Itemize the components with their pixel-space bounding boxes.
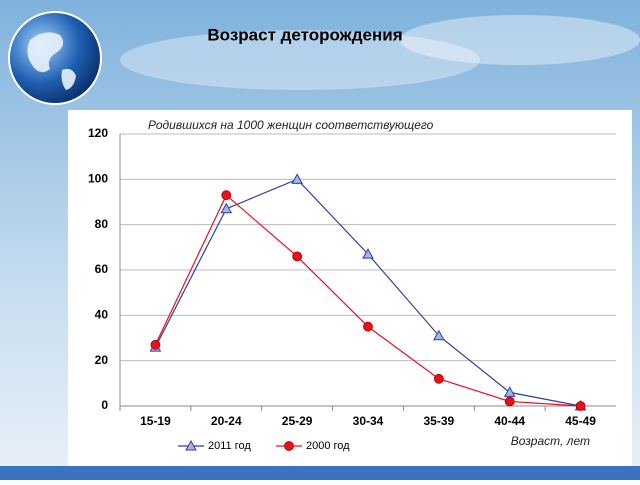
- x-axis-label: Возраст, лет: [511, 434, 590, 448]
- point: [292, 251, 303, 262]
- point: [291, 173, 303, 184]
- continents: [27, 32, 76, 90]
- content-area: [68, 110, 632, 466]
- point: [504, 396, 515, 407]
- point: [284, 441, 294, 451]
- point: [221, 190, 232, 201]
- x-tick-label: 15-19: [140, 414, 171, 428]
- point: [220, 202, 233, 214]
- x-tick-label: 40-44: [494, 414, 525, 428]
- point: [503, 386, 516, 397]
- point: [575, 401, 586, 411]
- legend-label: 2000 год: [306, 440, 350, 452]
- x-tick-label: 45-49: [565, 414, 596, 428]
- y-tick-label: 20: [95, 353, 109, 367]
- point: [185, 439, 197, 451]
- cloud: [120, 30, 480, 90]
- point: [150, 339, 161, 350]
- x-tick-label: 20-24: [211, 414, 242, 428]
- y-tick-label: 0: [101, 398, 108, 412]
- x-tick-label: 30-34: [353, 414, 384, 428]
- x-tick-label: 35-39: [424, 414, 455, 428]
- x-tick-label: 25-29: [282, 414, 313, 428]
- point: [433, 329, 445, 341]
- cloud: [400, 15, 640, 65]
- y-tick-label: 80: [95, 217, 109, 231]
- y-tick-label: 60: [95, 262, 109, 276]
- bottom-bar: [0, 466, 640, 480]
- globe: [8, 11, 102, 105]
- slide-title: Возраст деторождения: [207, 25, 402, 44]
- y-tick-label: 120: [88, 126, 108, 140]
- legend-label: 2011 год: [208, 440, 251, 452]
- y-tick-label: 100: [88, 172, 108, 186]
- y-tick-label: 40: [95, 308, 109, 322]
- point: [362, 248, 374, 259]
- point: [363, 321, 373, 332]
- y-axis-label: Родившихся на 1000 женщин соответствующе…: [148, 118, 434, 132]
- point: [433, 373, 444, 384]
